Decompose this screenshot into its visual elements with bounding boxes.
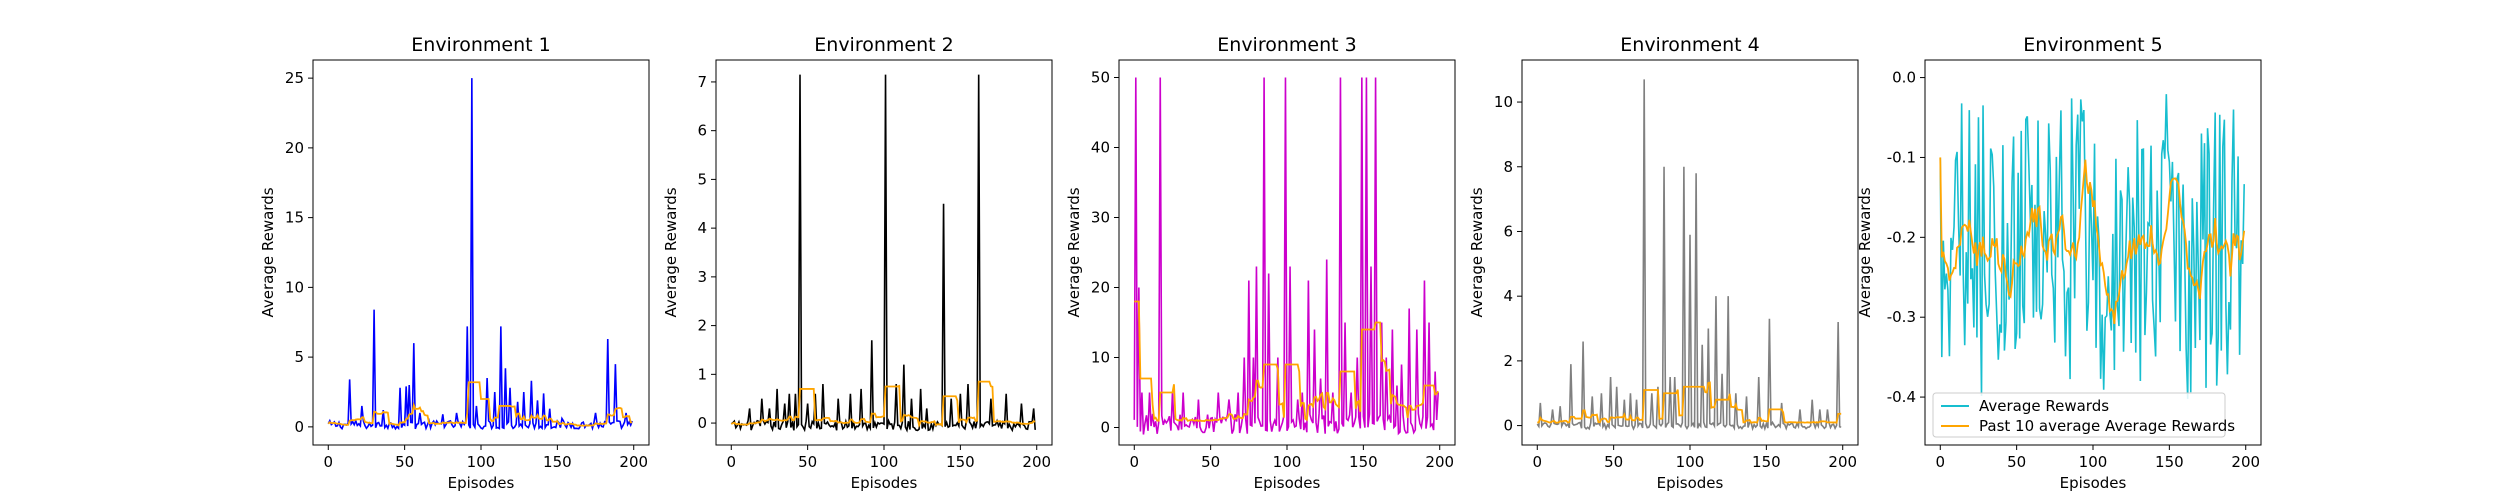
y-tick-label: 15 — [285, 209, 304, 227]
series-line-past-10-average — [1134, 300, 1439, 423]
chart-panel-5: Environment 5 0 50 100 150 200 0.0 -0.1 -0.2 -0.3… — [1856, 34, 2262, 492]
y-tick-label: 0 — [1100, 419, 1110, 437]
y-tick-label: 4 — [1503, 287, 1513, 305]
chart-title: Environment 3 — [1217, 34, 1356, 56]
y-tick-label: 4 — [697, 219, 707, 237]
x-tick-label: 0 — [726, 453, 736, 471]
series-line-past-10-average — [1537, 381, 1842, 424]
series-line-average-rewards — [1133, 77, 1439, 436]
x-tick-label: 0 — [323, 453, 333, 471]
chart-panel-2: Environment 2 0 50 100 150 200 0 1 2 3 4 5 6 7 Episode… — [662, 34, 1053, 492]
x-tick-label: 100 — [1273, 453, 1302, 471]
x-axis-label: Episodes — [1657, 474, 1724, 492]
y-tick-label: 5 — [294, 348, 304, 366]
x-tick-label: 200 — [2231, 453, 2260, 471]
y-axis-label: Average Rewards — [1065, 187, 1083, 317]
y-tick-label: 20 — [285, 139, 304, 157]
y-tick-label: 1 — [697, 365, 707, 383]
chart-title: Environment 5 — [2023, 34, 2162, 56]
y-tick-label: 20 — [1091, 279, 1110, 297]
series-line-past-10-average — [327, 381, 633, 427]
y-axis-label: Average Rewards — [1856, 187, 1874, 317]
y-tick-label: 10 — [1091, 349, 1110, 367]
x-tick-label: 50 — [2007, 453, 2026, 471]
y-tick-label: 3 — [697, 268, 707, 286]
series-line-average-rewards — [730, 74, 1036, 433]
x-tick-label: 100 — [2079, 453, 2108, 471]
x-tick-label: 100 — [870, 453, 899, 471]
y-tick-label: 10 — [285, 278, 304, 296]
y-tick-label: 2 — [697, 317, 707, 335]
series-line-average-rewards — [327, 78, 633, 432]
series-line-past-10-average — [1939, 157, 2246, 325]
x-tick-label: 200 — [1022, 453, 1051, 471]
chart-panel-3: Environment 3 0 50 100 150 200 0 10 20 30 40 50 Epis… — [1065, 34, 1456, 492]
legend-entry: Past 10 average Average Rewards — [1979, 417, 2235, 435]
y-tick-label: -0.2 — [1887, 228, 1916, 246]
y-tick-label: -0.1 — [1887, 148, 1916, 166]
x-tick-label: 150 — [946, 453, 975, 471]
legend-entry: Average Rewards — [1979, 397, 2109, 415]
y-tick-label: 6 — [1503, 222, 1513, 240]
x-tick-label: 150 — [2155, 453, 2184, 471]
y-tick-label: 8 — [1503, 158, 1513, 176]
chart-panel-4: Environment 4 0 50 100 150 200 0 2 4 6 8 10 Episodes… — [1468, 34, 1859, 492]
x-tick-label: 50 — [1604, 453, 1623, 471]
y-tick-label: 7 — [697, 73, 707, 91]
legend: Average Rewards Past 10 average Average R… — [1932, 392, 2235, 438]
y-axis-label: Average Rewards — [259, 187, 277, 317]
y-axis-label: Average Rewards — [1468, 187, 1486, 317]
y-axis-label: Average Rewards — [662, 187, 680, 317]
x-tick-label: 50 — [798, 453, 817, 471]
x-tick-label: 0 — [1935, 453, 1945, 471]
x-axis-label: Episodes — [2060, 474, 2127, 492]
x-tick-label: 0 — [1532, 453, 1542, 471]
x-tick-label: 200 — [1828, 453, 1857, 471]
series-line-average-rewards — [1536, 79, 1842, 432]
y-tick-label: 40 — [1091, 139, 1110, 157]
x-axis-label: Episodes — [1254, 474, 1321, 492]
y-tick-label: 0.0 — [1892, 69, 1916, 87]
y-tick-label: 0 — [1503, 417, 1513, 435]
y-tick-label: 50 — [1091, 69, 1110, 87]
x-tick-label: 150 — [543, 453, 572, 471]
y-tick-label: 10 — [1494, 93, 1513, 111]
x-axis-label: Episodes — [851, 474, 918, 492]
chart-panel-1: Environment 1 0 50 100 150 200 0 5 10 15 20 25 Episo… — [259, 34, 650, 492]
chart-title: Environment 2 — [814, 34, 953, 56]
y-tick-label: 2 — [1503, 352, 1513, 370]
series-line-average-rewards — [1939, 94, 2245, 399]
y-tick-label: 25 — [285, 69, 304, 87]
y-tick-label: 0 — [294, 418, 304, 436]
x-tick-label: 100 — [1676, 453, 1705, 471]
x-axis-label: Episodes — [448, 474, 515, 492]
x-tick-label: 150 — [1349, 453, 1378, 471]
legend-box — [1932, 392, 2226, 438]
chart-title: Environment 1 — [411, 34, 550, 56]
series-line-past-10-average — [730, 380, 1036, 429]
y-tick-label: 30 — [1091, 209, 1110, 227]
x-tick-label: 200 — [619, 453, 648, 471]
y-tick-label: 6 — [697, 122, 707, 140]
x-tick-label: 100 — [467, 453, 496, 471]
x-tick-label: 50 — [1201, 453, 1220, 471]
chart-title: Environment 4 — [1620, 34, 1759, 56]
y-tick-label: -0.4 — [1887, 388, 1916, 406]
x-tick-label: 200 — [1425, 453, 1454, 471]
y-tick-label: 0 — [697, 414, 707, 432]
x-tick-label: 0 — [1129, 453, 1139, 471]
x-tick-label: 50 — [395, 453, 414, 471]
x-tick-label: 150 — [1752, 453, 1781, 471]
y-tick-label: -0.3 — [1887, 308, 1916, 326]
y-tick-label: 5 — [697, 170, 707, 188]
plot-frame — [312, 59, 650, 446]
